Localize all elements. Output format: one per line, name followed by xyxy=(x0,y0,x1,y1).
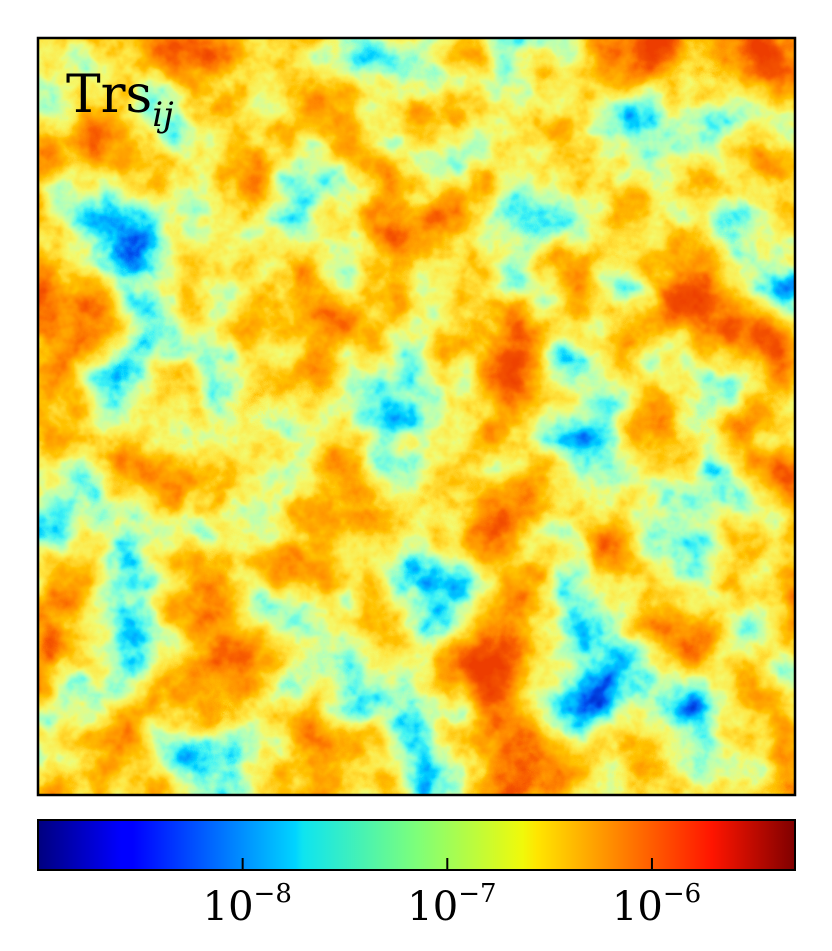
panel-label: Trsij xyxy=(66,65,174,135)
tick-label-base: 10 xyxy=(612,884,663,930)
panel-label-main: Trs xyxy=(66,65,152,125)
heatmap-field xyxy=(38,38,795,795)
colorbar-tick-label: 10−7 xyxy=(407,879,496,930)
colorbar-gradient xyxy=(38,820,795,870)
colorbar-ticks: 10−8 10−7 10−6 xyxy=(203,858,701,930)
colorbar-tick-label: 10−8 xyxy=(203,879,292,930)
tick-label-base: 10 xyxy=(407,884,458,930)
tick-label-exponent: −8 xyxy=(254,879,292,909)
colorbar: 10−8 10−7 10−6 xyxy=(37,819,796,930)
tick-label-base: 10 xyxy=(203,884,254,930)
heatmap-panel: Trsij xyxy=(36,36,797,797)
heatmap-frame xyxy=(36,36,797,797)
panel-label-subscript: ij xyxy=(152,95,174,135)
tick-label-exponent: −7 xyxy=(458,879,496,909)
colorbar-tick-label: 10−6 xyxy=(612,879,701,930)
colorbar-frame xyxy=(37,819,796,871)
tick-label-exponent: −6 xyxy=(663,879,701,909)
